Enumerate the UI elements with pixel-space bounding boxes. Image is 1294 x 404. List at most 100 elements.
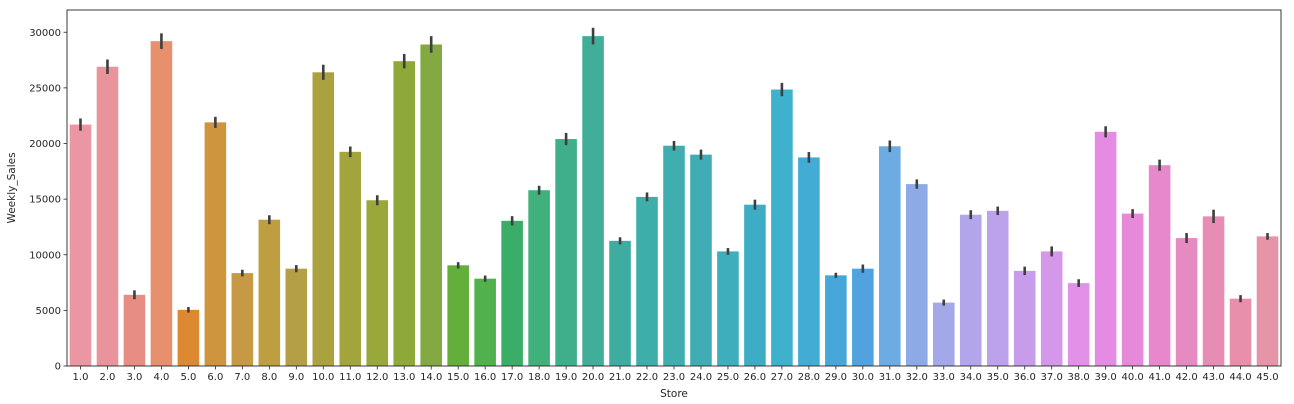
x-tick-label: 6.0 bbox=[207, 372, 223, 383]
y-tick-label: 0 bbox=[55, 362, 61, 373]
x-tick-label: 16.0 bbox=[474, 372, 496, 383]
bar-store-18.0 bbox=[528, 190, 550, 366]
bar-store-15.0 bbox=[447, 265, 469, 366]
x-tick-label: 40.0 bbox=[1121, 372, 1143, 383]
y-tick-label: 10000 bbox=[29, 250, 61, 261]
x-tick-label: 36.0 bbox=[1014, 372, 1036, 383]
y-axis-title: Weekly_Sales bbox=[6, 152, 18, 223]
x-tick-label: 17.0 bbox=[501, 372, 523, 383]
bar-store-28.0 bbox=[798, 157, 820, 366]
bar-store-7.0 bbox=[231, 273, 254, 366]
x-tick-label: 30.0 bbox=[852, 372, 874, 383]
bars-layer bbox=[69, 36, 1279, 367]
x-tick-label: 42.0 bbox=[1175, 372, 1197, 383]
bar-store-6.0 bbox=[204, 122, 227, 366]
bar-store-31.0 bbox=[879, 146, 901, 366]
bar-store-9.0 bbox=[285, 268, 308, 366]
x-tick-label: 32.0 bbox=[906, 372, 928, 383]
bar-store-34.0 bbox=[959, 214, 982, 366]
bar-store-23.0 bbox=[663, 145, 685, 366]
bar-store-11.0 bbox=[339, 151, 362, 366]
bar-store-37.0 bbox=[1040, 251, 1063, 366]
x-tick-label: 24.0 bbox=[690, 372, 712, 383]
bar-store-8.0 bbox=[258, 219, 281, 366]
x-tick-label: 20.0 bbox=[582, 372, 604, 383]
bar-store-14.0 bbox=[420, 44, 442, 367]
bar-store-1.0 bbox=[69, 124, 92, 366]
x-tick-label: 29.0 bbox=[825, 372, 847, 383]
bar-store-24.0 bbox=[690, 154, 712, 367]
bar-store-4.0 bbox=[150, 41, 173, 367]
y-tick-label: 15000 bbox=[29, 195, 61, 206]
bar-store-41.0 bbox=[1148, 165, 1171, 366]
x-tick-label: 8.0 bbox=[261, 372, 277, 383]
x-tick-label: 2.0 bbox=[100, 372, 116, 383]
x-tick-label: 27.0 bbox=[771, 372, 793, 383]
bar-store-17.0 bbox=[501, 220, 523, 366]
x-tick-label: 33.0 bbox=[933, 372, 955, 383]
x-tick-label: 18.0 bbox=[528, 372, 550, 383]
y-axis: 0 5000 10000 15000 20000 25000 30000 bbox=[29, 28, 67, 373]
bar-store-22.0 bbox=[636, 196, 658, 366]
x-tick-label: 14.0 bbox=[420, 372, 442, 383]
x-tick-label: 19.0 bbox=[555, 372, 577, 383]
x-tick-label: 10.0 bbox=[312, 372, 334, 383]
x-tick-label: 35.0 bbox=[987, 372, 1009, 383]
bar-store-16.0 bbox=[474, 278, 496, 366]
x-tick-label: 15.0 bbox=[447, 372, 469, 383]
x-tick-label: 39.0 bbox=[1095, 372, 1117, 383]
x-axis: 1.0 2.0 3.0 4.0 5.0 6.0 7.0 8.0 9.0 10.0 11.0 12.0 1… bbox=[73, 366, 1279, 383]
y-tick-label: 5000 bbox=[36, 306, 61, 317]
x-tick-label: 13.0 bbox=[393, 372, 415, 383]
bar-store-12.0 bbox=[366, 200, 389, 366]
bar-store-29.0 bbox=[825, 275, 847, 366]
bar-store-45.0 bbox=[1256, 236, 1279, 366]
bar-store-43.0 bbox=[1202, 216, 1225, 366]
bar-store-21.0 bbox=[609, 240, 631, 366]
bar-store-25.0 bbox=[717, 251, 739, 366]
x-tick-label: 7.0 bbox=[234, 372, 250, 383]
bar-store-13.0 bbox=[393, 61, 416, 367]
x-tick-label: 41.0 bbox=[1148, 372, 1170, 383]
bar-store-2.0 bbox=[96, 66, 119, 367]
x-tick-label: 5.0 bbox=[180, 372, 196, 383]
x-tick-label: 45.0 bbox=[1256, 372, 1278, 383]
x-tick-label: 37.0 bbox=[1041, 372, 1063, 383]
x-tick-label: 34.0 bbox=[960, 372, 982, 383]
x-tick-label: 43.0 bbox=[1202, 372, 1224, 383]
x-tick-label: 31.0 bbox=[879, 372, 901, 383]
x-axis-title: Store bbox=[660, 388, 688, 400]
x-tick-label: 3.0 bbox=[126, 372, 142, 383]
y-tick-label: 30000 bbox=[29, 28, 61, 39]
bar-store-19.0 bbox=[555, 139, 577, 366]
y-tick-label: 20000 bbox=[29, 139, 61, 150]
x-tick-label: 12.0 bbox=[366, 372, 388, 383]
bar-store-3.0 bbox=[123, 294, 146, 366]
bar-store-10.0 bbox=[312, 72, 335, 367]
bar-store-36.0 bbox=[1013, 270, 1036, 366]
bar-store-33.0 bbox=[932, 302, 955, 366]
bar-store-35.0 bbox=[986, 210, 1009, 366]
bar-store-39.0 bbox=[1094, 131, 1117, 366]
x-tick-label: 21.0 bbox=[609, 372, 631, 383]
bar-store-44.0 bbox=[1229, 298, 1252, 366]
error-bars-layer bbox=[79, 27, 1269, 313]
bar-store-20.0 bbox=[582, 36, 604, 366]
x-tick-label: 11.0 bbox=[339, 372, 361, 383]
x-tick-label: 4.0 bbox=[153, 372, 169, 383]
x-tick-label: 9.0 bbox=[288, 372, 304, 383]
x-tick-label: 25.0 bbox=[717, 372, 739, 383]
x-tick-label: 22.0 bbox=[636, 372, 658, 383]
bar-store-5.0 bbox=[177, 309, 200, 366]
bar-store-32.0 bbox=[906, 184, 928, 366]
bar-store-40.0 bbox=[1121, 213, 1144, 366]
bar-store-27.0 bbox=[771, 89, 793, 366]
bar-store-42.0 bbox=[1175, 238, 1198, 366]
x-tick-label: 28.0 bbox=[798, 372, 820, 383]
x-tick-label: 44.0 bbox=[1229, 372, 1251, 383]
bar-store-30.0 bbox=[852, 268, 874, 366]
bar-store-38.0 bbox=[1067, 283, 1090, 366]
bar-store-26.0 bbox=[744, 204, 766, 366]
y-tick-label: 25000 bbox=[29, 83, 61, 94]
